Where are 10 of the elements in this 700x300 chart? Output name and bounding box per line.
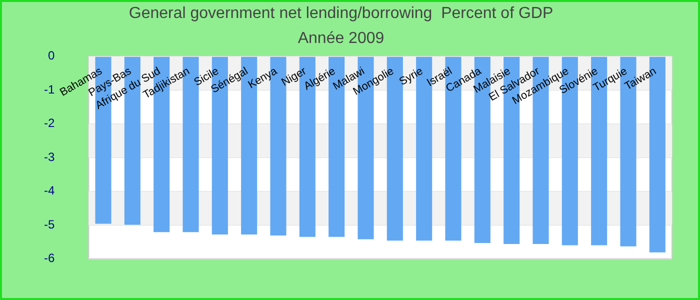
chart-subtitle: Année 2009 xyxy=(298,30,384,48)
x-tick-label: Syrie xyxy=(397,65,426,88)
chart-title: General government net lending/borrowing Percent of GDP xyxy=(128,5,554,22)
y-tick-label: -6 xyxy=(44,251,55,266)
y-tick-label: -2 xyxy=(44,116,55,130)
y-tick-label: -3 xyxy=(44,150,55,164)
y-tick-label: -4 xyxy=(44,184,55,198)
y-tick-label: -1 xyxy=(44,82,55,96)
y-tick-label: -5 xyxy=(44,217,55,232)
y-tick-label: 0 xyxy=(48,48,55,63)
